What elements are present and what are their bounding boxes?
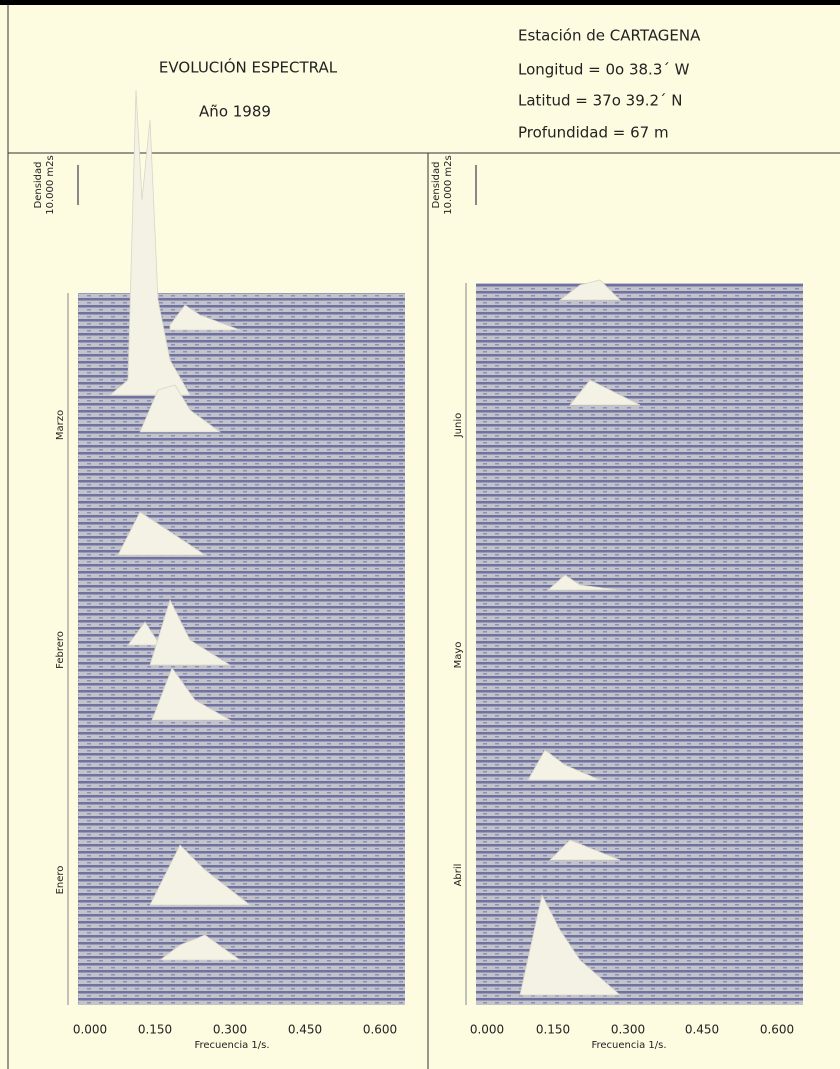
- x-tick-label: 0.600: [760, 1023, 794, 1037]
- scale-value: 10.000 m2s: [45, 155, 56, 214]
- year: Año 1989: [199, 103, 271, 121]
- x-tick-label: 0.450: [685, 1023, 719, 1037]
- x-tick-label: 0.600: [363, 1023, 397, 1037]
- page: EVOLUCIÓN ESPECTRAL Año 1989 Estación de…: [0, 0, 840, 1069]
- depth: Profundidad = 67 m: [518, 124, 669, 142]
- title: EVOLUCIÓN ESPECTRAL: [159, 58, 338, 77]
- latitude: Latitud = 37o 39.2´ N: [518, 92, 683, 110]
- longitude: Longitud = 0o 38.3´ W: [518, 61, 690, 79]
- month-label: Abril: [453, 864, 464, 887]
- plot-area: [476, 283, 803, 1005]
- station: Estación de CARTAGENA: [518, 27, 701, 45]
- month-label: Mayo: [453, 642, 464, 669]
- x-axis-label: Frecuencia 1/s.: [591, 1040, 666, 1051]
- x-tick-label: 0.150: [138, 1023, 172, 1037]
- figure: EVOLUCIÓN ESPECTRAL Año 1989 Estación de…: [0, 0, 840, 1069]
- month-label: Junio: [453, 413, 464, 439]
- x-tick-label: 0.300: [213, 1023, 247, 1037]
- x-axis-label: Frecuencia 1/s.: [194, 1040, 269, 1051]
- top-border: [0, 0, 840, 5]
- month-label: Febrero: [55, 631, 66, 669]
- scale-label: Densidad: [431, 161, 442, 208]
- x-tick-label: 0.150: [536, 1023, 570, 1037]
- scale-label: Densidad: [33, 161, 44, 208]
- scale-value: 10.000 m2s: [443, 155, 454, 214]
- x-tick-label: 0.000: [73, 1023, 107, 1037]
- x-tick-label: 0.000: [470, 1023, 504, 1037]
- month-label: Enero: [55, 866, 66, 895]
- x-tick-label: 0.450: [288, 1023, 322, 1037]
- month-label: Marzo: [55, 410, 66, 440]
- x-tick-label: 0.300: [611, 1023, 645, 1037]
